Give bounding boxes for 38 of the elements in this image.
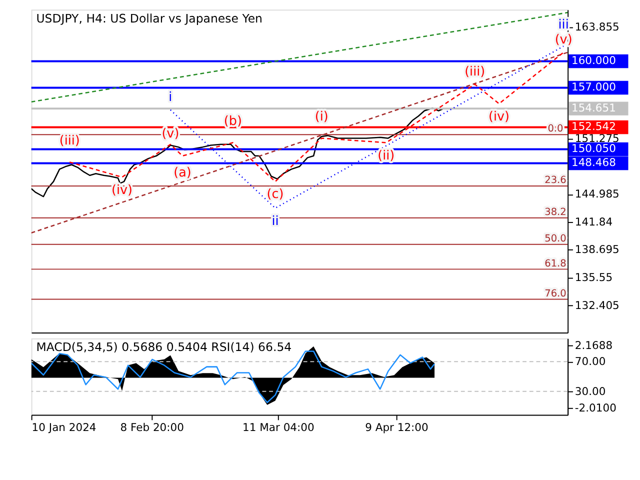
y-tick-label: 2.1688: [574, 338, 613, 352]
ref-line-label: 157.000: [572, 80, 616, 94]
y2-tick-label: 70.00: [574, 355, 606, 368]
x-tick-label: 10 Jan 2024: [32, 420, 96, 434]
y-tick-label: 132.405: [574, 298, 620, 312]
data-label: (ii): [378, 147, 395, 162]
ref-line-label: 152.542: [572, 120, 616, 134]
data-label: i: [168, 89, 172, 104]
y-tick-label: 144.985: [574, 188, 620, 201]
data-label: (iv): [488, 108, 510, 124]
chart-title: USDJPY, H4: US Dollar vs Japanese Yen: [36, 11, 262, 26]
annotation: 50.0: [544, 233, 566, 244]
ref-line-label: 148.468: [572, 156, 616, 170]
x-tick-label: 9 Apr 12:00: [365, 420, 428, 434]
y-tick-label: 151.275: [574, 132, 620, 145]
data-label: (a): [174, 164, 192, 180]
data-label: (c): [266, 186, 284, 202]
data-label: (i): [314, 108, 328, 124]
chart-title: MACD(5,34,5) 0.5686 0.5404 RSI(14) 66.54: [36, 340, 292, 354]
ref-line-label: 150.050: [572, 142, 616, 156]
data-label: (iv): [112, 182, 133, 197]
ref-line-label: 160.000: [572, 54, 616, 68]
y-tick-label: -2.0100: [574, 401, 617, 414]
annotation: 61.8: [544, 258, 566, 270]
annotation: 38.2: [544, 206, 566, 218]
y2-tick-label: 30.00: [574, 384, 606, 398]
y-tick-label: 163.855: [574, 20, 620, 34]
x-tick-label: 11 Mar 04:00: [242, 420, 314, 434]
ref-line-label: 154.651: [572, 101, 616, 114]
annotation: 23.6: [544, 175, 566, 186]
data-label: (iii): [59, 132, 80, 148]
y-tick-label: 135.55: [574, 271, 613, 284]
y-tick-label: 138.695: [574, 243, 620, 256]
annotation: 76.0: [544, 288, 566, 300]
data-label: (iii): [464, 63, 486, 78]
x-tick-label: 8 Feb 20:00: [120, 420, 184, 434]
y-tick-label: 141.84: [574, 215, 613, 228]
data-label: (b): [224, 113, 242, 128]
